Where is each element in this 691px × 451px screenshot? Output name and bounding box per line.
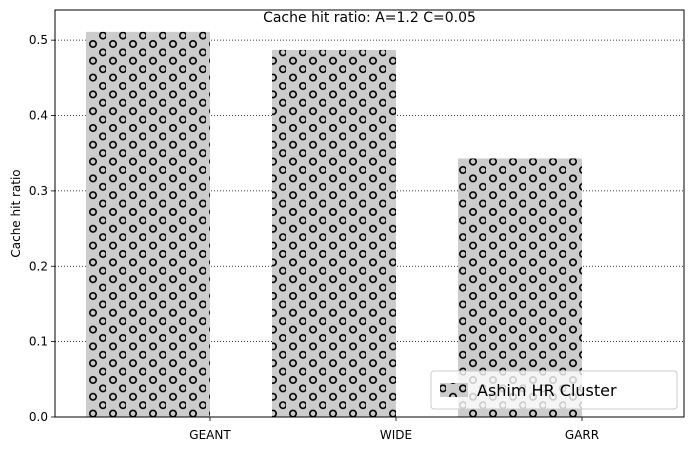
y-tick-label: 0.5 (29, 33, 48, 47)
x-tick-label: GARR (565, 428, 599, 442)
plot-frame (54, 9, 685, 418)
y-tick-label: 0.3 (29, 184, 48, 198)
y-axis-label: Cache hit ratio (9, 169, 23, 257)
legend-frame (430, 370, 678, 410)
y-axis: 0.0 0.1 0.2 0.3 0.4 0.5 (29, 33, 55, 424)
x-tick-label: GEANT (189, 428, 231, 442)
bar-hatch-geant (86, 31, 210, 417)
legend-label: Ashim HR Cluster (477, 381, 617, 400)
legend: Ashim HR Cluster (430, 370, 678, 410)
x-tick-label: WIDE (380, 428, 412, 442)
y-tick-label: 0.0 (29, 410, 48, 424)
y-tick-label: 0.1 (29, 335, 48, 349)
bar-hatch-wide (272, 49, 396, 418)
legend-swatch-hatch (440, 383, 468, 397)
bars (86, 31, 582, 418)
chart-title: Cache hit ratio: A=1.2 C=0.05 (263, 10, 476, 26)
y-tick-label: 0.2 (29, 259, 48, 273)
x-axis: GEANT WIDE GARR (189, 417, 599, 442)
y-tick-label: 0.4 (29, 109, 48, 123)
